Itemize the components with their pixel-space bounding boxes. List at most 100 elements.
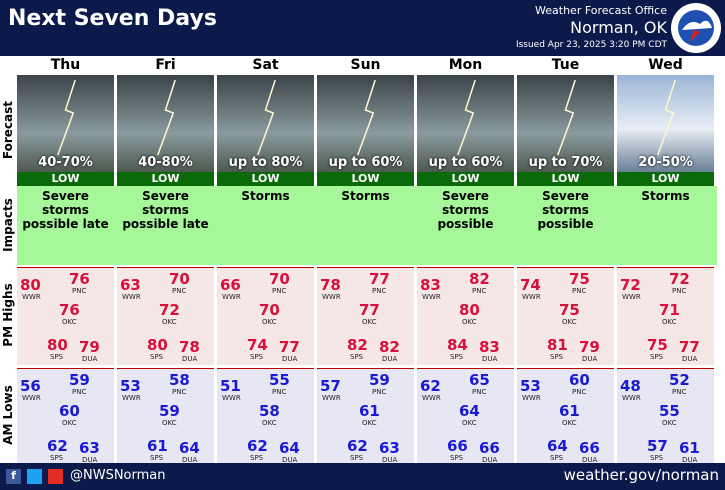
low-temp: 64: [459, 402, 480, 420]
lightning: [157, 79, 176, 156]
forecast-image: [117, 75, 214, 172]
facebook-icon[interactable]: f: [6, 469, 21, 484]
forecast-image: [517, 75, 614, 172]
low-temp: 62: [347, 437, 368, 455]
low-temp: 48: [620, 377, 641, 395]
chance: up to 60%: [428, 155, 503, 170]
station: DUA: [482, 456, 498, 464]
station: OKC: [62, 419, 77, 427]
low-temp: 61: [359, 402, 380, 420]
station: OKC: [162, 318, 177, 326]
header-bar: [0, 0, 725, 40]
highs-cell: [617, 267, 714, 365]
row-label: PM Highs: [1, 283, 15, 347]
station: PNC: [572, 388, 587, 396]
station: SPS: [50, 353, 64, 361]
low-temp: 63: [79, 439, 100, 457]
lows-cell: [317, 368, 414, 463]
nws-logo: [671, 3, 721, 53]
station: WWR: [522, 293, 541, 301]
header-strip: [0, 40, 725, 56]
station: DUA: [682, 456, 698, 464]
highs-cell: [517, 267, 614, 365]
station: DUA: [682, 355, 698, 363]
low-temp: 58: [259, 402, 280, 420]
station: SPS: [150, 353, 164, 361]
lows-cell: [617, 368, 714, 463]
risk: LOW: [417, 172, 514, 186]
chance: 20-50%: [638, 155, 693, 170]
station: DUA: [582, 355, 598, 363]
high-temp: 78: [320, 276, 341, 294]
lows-cell: [417, 368, 514, 463]
station: WWR: [422, 293, 441, 301]
youtube-icon[interactable]: [48, 469, 63, 484]
station: SPS: [50, 454, 64, 462]
high-temp: 72: [159, 301, 180, 319]
day-name: Thu: [50, 57, 81, 73]
low-temp: 58: [169, 371, 190, 389]
station: OKC: [262, 318, 277, 326]
low-temp: 57: [320, 377, 341, 395]
high-temp: 77: [279, 338, 300, 356]
low-temp: 52: [669, 371, 690, 389]
lightning: [257, 79, 276, 156]
high-temp: 63: [120, 276, 141, 294]
high-temp: 80: [20, 276, 41, 294]
impacts-cell: [17, 186, 117, 265]
station: WWR: [322, 293, 341, 301]
forecast-image: [317, 75, 414, 172]
twitter-icon[interactable]: [27, 469, 42, 484]
high-temp: 80: [47, 336, 68, 354]
risk: LOW: [17, 172, 114, 186]
station: SPS: [350, 454, 364, 462]
high-temp: 80: [147, 336, 168, 354]
station: DUA: [282, 456, 298, 464]
low-temp: 61: [147, 437, 168, 455]
station: WWR: [222, 394, 241, 402]
high-temp: 82: [469, 270, 490, 288]
station: DUA: [282, 355, 298, 363]
low-temp: 66: [479, 439, 500, 457]
station: DUA: [82, 355, 98, 363]
title: Next Seven Days: [8, 6, 217, 31]
row-label: Impacts: [1, 197, 15, 252]
station: SPS: [150, 454, 164, 462]
high-temp: 70: [259, 301, 280, 319]
forecast-image: [617, 75, 714, 172]
high-temp: 75: [569, 270, 590, 288]
lightning: [557, 79, 576, 156]
high-temp: 76: [59, 301, 80, 319]
station: DUA: [82, 456, 98, 464]
high-temp: 80: [459, 301, 480, 319]
highs-cell: [317, 267, 414, 365]
station: PNC: [372, 287, 387, 295]
high-temp: 78: [179, 338, 200, 356]
impacts-cell: [217, 186, 317, 265]
high-temp: 83: [479, 338, 500, 356]
low-temp: 60: [569, 371, 590, 389]
station: SPS: [350, 353, 364, 361]
day-name: Wed: [648, 57, 683, 73]
station: OKC: [362, 419, 377, 427]
station: SPS: [550, 353, 564, 361]
impacts-cell: [317, 186, 417, 265]
high-temp: 77: [679, 338, 700, 356]
low-temp: 61: [559, 402, 580, 420]
low-temp: 64: [547, 437, 568, 455]
low-temp: 59: [369, 371, 390, 389]
impacts-cell: [117, 186, 217, 265]
high-temp: 81: [547, 336, 568, 354]
high-temp: 79: [579, 338, 600, 356]
footer-bar: [0, 463, 725, 490]
chance: up to 80%: [228, 155, 303, 170]
forecast-image: [17, 75, 114, 172]
chance: 40-70%: [38, 155, 93, 170]
station: OKC: [462, 318, 477, 326]
station: PNC: [672, 388, 687, 396]
station: WWR: [622, 394, 641, 402]
high-temp: 70: [169, 270, 190, 288]
row-label: AM Lows: [1, 384, 15, 445]
station: SPS: [650, 454, 664, 462]
